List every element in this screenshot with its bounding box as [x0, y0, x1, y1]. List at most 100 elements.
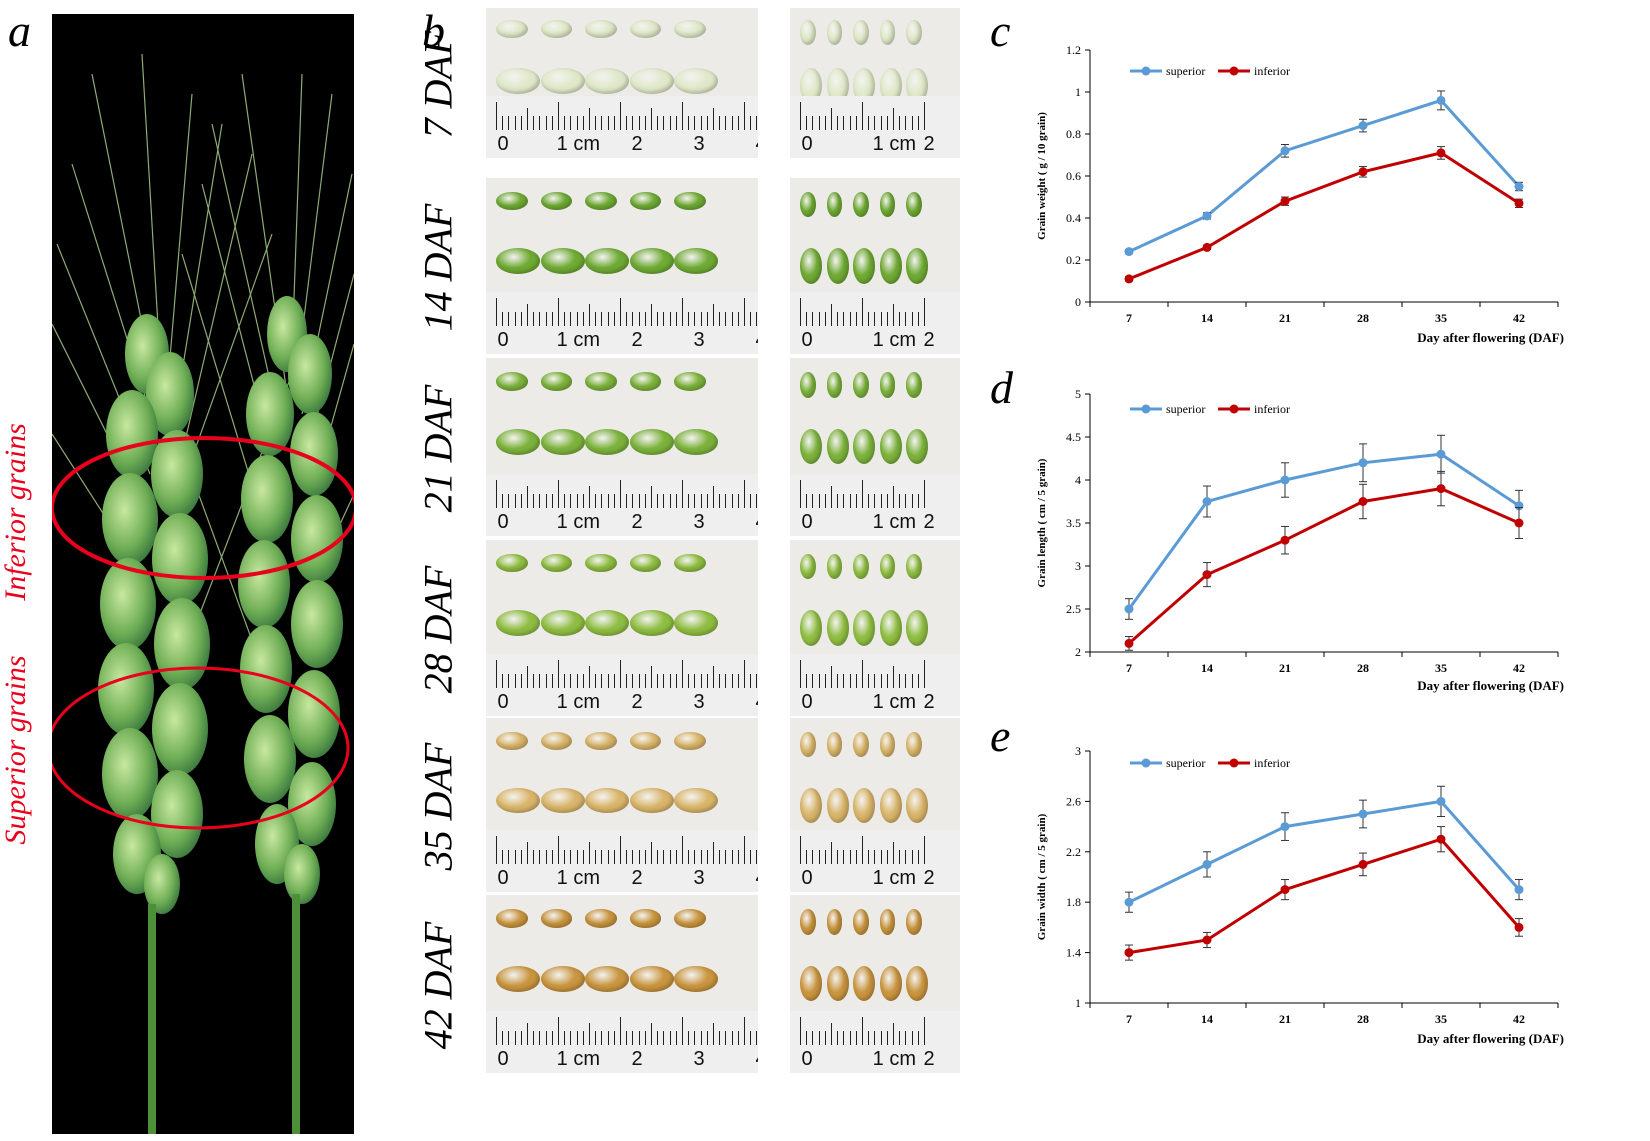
grain	[800, 909, 816, 935]
x-tick-label: 7	[1126, 661, 1132, 675]
grain	[800, 20, 816, 46]
grain-photo-lateral: 0 1 cm 2	[790, 8, 960, 158]
x-tick-label: 14	[1201, 311, 1213, 325]
ruler-tick	[837, 1031, 839, 1045]
ruler-number: 1 cm	[872, 511, 917, 533]
grain	[629, 909, 662, 928]
ruler-tick	[831, 486, 832, 508]
ruler-tick	[551, 1031, 553, 1045]
ruler-number: 0	[497, 691, 509, 713]
ruler-tick	[855, 850, 857, 864]
ruler-tick	[924, 102, 925, 130]
ruler-number: 0	[801, 511, 813, 533]
ruler-tick	[508, 1031, 510, 1045]
panel-label-b: b	[422, 5, 445, 56]
ruler-tick	[731, 850, 733, 864]
ruler-tick	[657, 674, 659, 688]
ruler-tick	[601, 116, 603, 130]
grain-photo-ventral: 0 1 cm 2 3 4	[486, 895, 758, 1073]
y-tick-label: 1	[1075, 996, 1081, 1010]
ruler-tick	[849, 312, 851, 326]
ruler-tick	[812, 674, 814, 688]
ruler-tick	[694, 116, 696, 130]
grain	[800, 429, 822, 465]
inferior-grains-label: Inferior grains	[0, 423, 32, 601]
ruler-tick	[564, 312, 566, 326]
ruler-tick	[558, 298, 559, 326]
ruler-tick	[843, 1031, 845, 1045]
grain	[496, 192, 528, 211]
ruler-number: 2	[923, 511, 935, 533]
grain	[629, 610, 674, 636]
ruler-tick	[737, 116, 739, 130]
ruler-number: 1 cm	[556, 133, 601, 155]
ruler-tick	[886, 850, 888, 864]
ruler-tick	[893, 842, 894, 864]
grain	[906, 610, 929, 646]
grain	[853, 610, 876, 646]
ruler-tick	[917, 116, 919, 130]
data-point-inferior	[1358, 167, 1368, 177]
ruler-tick	[545, 116, 547, 130]
ruler: 0 1 cm 2 3 4	[486, 654, 758, 716]
grain	[879, 966, 902, 1002]
ruler-number: 1 cm	[556, 511, 601, 533]
ruler-tick	[533, 116, 535, 130]
ruler-tick	[719, 850, 721, 864]
ruler-tick	[613, 1031, 615, 1045]
ruler-tick	[632, 494, 634, 508]
grain	[629, 731, 662, 751]
ruler-tick	[527, 304, 528, 326]
ruler-tick	[545, 674, 547, 688]
ruler-number: 1 cm	[556, 691, 601, 713]
ruler-tick	[713, 1023, 714, 1045]
grain	[629, 20, 662, 39]
ruler-tick	[824, 494, 826, 508]
ruler: 0 1 cm 2 3 4	[486, 1011, 758, 1073]
x-tick-label: 7	[1126, 311, 1132, 325]
ruler-tick	[725, 850, 727, 864]
ruler-tick	[849, 674, 851, 688]
ruler-tick	[899, 1031, 901, 1045]
grain	[906, 554, 922, 580]
ruler-tick	[570, 116, 572, 130]
ruler-number: 0	[497, 1048, 509, 1070]
ruler-tick	[520, 850, 522, 864]
ruler-number: 0	[497, 867, 509, 889]
ruler-tick	[601, 494, 603, 508]
ruler-tick	[613, 312, 615, 326]
ruler-tick	[917, 312, 919, 326]
grain	[800, 554, 816, 580]
ruler-tick	[818, 312, 820, 326]
grain	[585, 909, 617, 928]
ruler-tick	[800, 1017, 801, 1045]
grain	[674, 248, 719, 274]
x-axis-label: Day after flowering (DAF)	[1417, 678, 1564, 693]
ruler-tick	[725, 674, 727, 688]
ruler-tick	[675, 494, 677, 508]
grain	[540, 20, 573, 39]
ruler-tick	[589, 842, 590, 864]
ruler-tick	[924, 1017, 925, 1045]
x-tick-label: 42	[1513, 661, 1525, 675]
grain	[800, 192, 816, 218]
legend-marker-inferior	[1229, 404, 1239, 414]
ruler-number: 4	[756, 133, 758, 156]
grain	[585, 192, 617, 211]
x-tick-label: 21	[1279, 661, 1291, 675]
ruler-tick	[868, 312, 870, 326]
ruler-number: 2	[631, 691, 643, 713]
ruler-tick	[632, 674, 634, 688]
legend-marker-inferior	[1229, 66, 1239, 76]
left-spike	[98, 314, 210, 1134]
ruler-tick	[924, 836, 925, 864]
ruler-tick	[632, 116, 634, 130]
y-tick-label: 5	[1075, 387, 1081, 401]
ruler-tick	[533, 850, 535, 864]
grain-photo-lateral: 0 1 cm 2	[790, 895, 960, 1073]
ruler-tick	[843, 116, 845, 130]
ruler-tick	[874, 674, 876, 688]
y-tick-label: 1	[1075, 85, 1081, 99]
grain	[879, 610, 902, 646]
ruler-tick	[558, 1017, 559, 1045]
